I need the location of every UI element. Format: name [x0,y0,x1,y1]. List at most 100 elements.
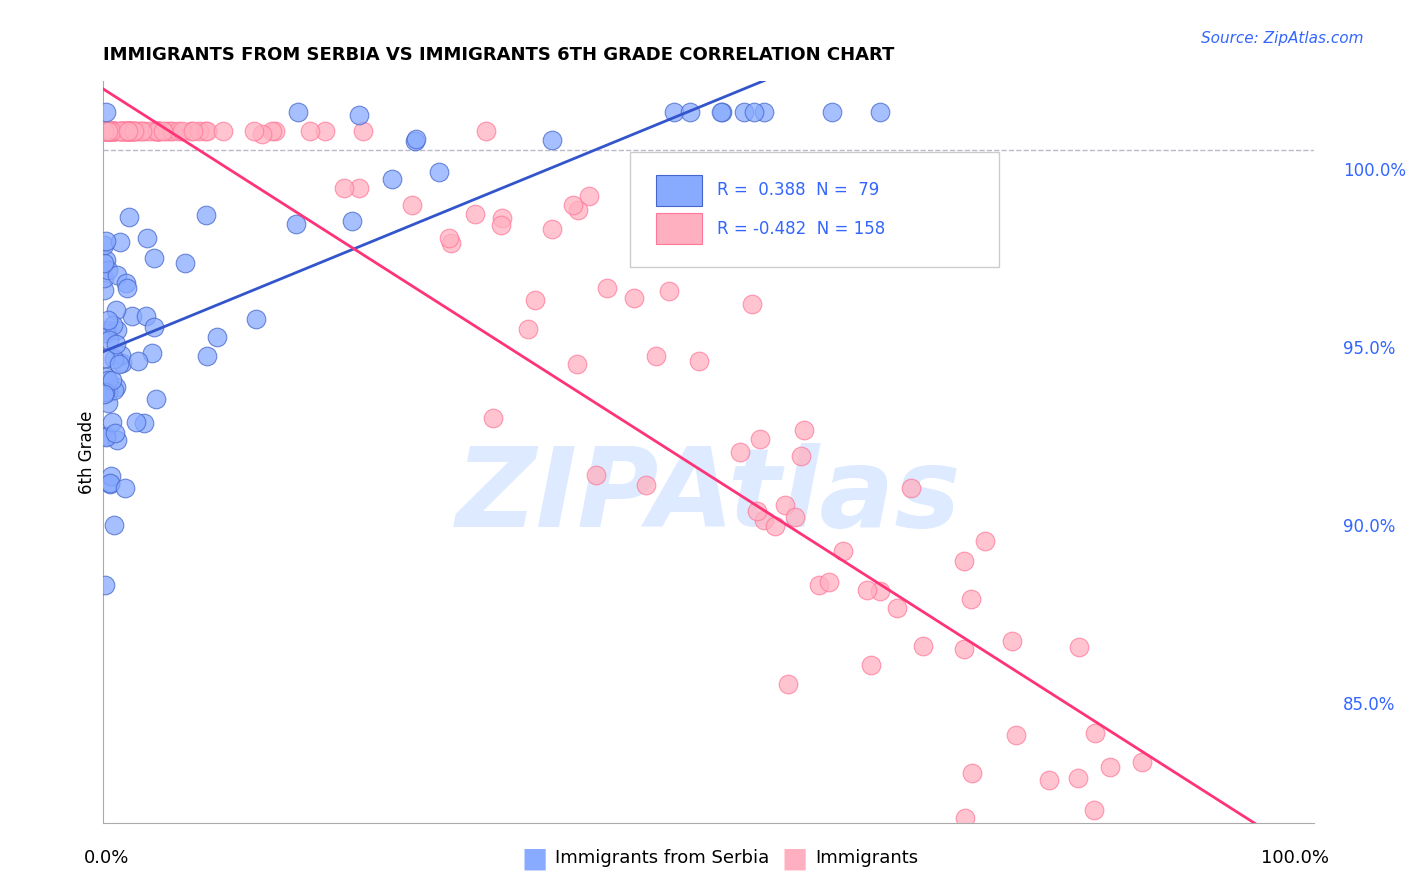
Point [117,124,139,138]
Point [742,104,765,119]
Point [146,124,169,138]
Point [1001,634,1024,648]
Text: Source: ZipAtlas.com: Source: ZipAtlas.com [1201,31,1364,46]
Point [93,124,115,138]
Point [96,430,118,444]
Point [118,124,141,138]
Point [135,309,157,323]
Point [953,642,976,657]
Point [1250,836,1272,850]
Point [578,189,600,203]
Point [710,104,733,119]
Point [118,210,141,224]
Point [93,255,115,269]
Point [886,601,908,615]
Point [108,124,131,138]
Point [166,124,188,138]
Point [94,326,117,340]
Point [437,231,460,245]
Point [117,124,139,138]
Point [491,211,513,225]
Text: 100.0%: 100.0% [1261,849,1329,867]
Point [103,124,125,138]
Point [94,429,117,443]
Point [960,592,983,607]
Point [347,108,370,122]
Point [987,836,1010,850]
Point [93,283,115,297]
Point [195,124,218,138]
Point [752,104,775,119]
Point [97,124,120,138]
Point [332,180,354,194]
Point [100,124,122,138]
Point [250,128,273,142]
Point [287,104,309,119]
Point [93,124,115,138]
Point [143,124,166,138]
Point [121,124,143,138]
Point [264,124,287,138]
Point [194,124,217,138]
Point [1084,726,1107,740]
Text: IMMIGRANTS FROM SERBIA VS IMMIGRANTS 6TH GRADE CORRELATION CHART: IMMIGRANTS FROM SERBIA VS IMMIGRANTS 6TH… [103,46,894,64]
Point [105,302,128,317]
Point [117,124,139,138]
Point [94,124,117,138]
Point [103,352,125,367]
Point [101,318,124,333]
Point [170,124,193,138]
Point [974,533,997,548]
Point [869,104,891,119]
Point [110,124,132,138]
Point [180,124,202,138]
Point [817,574,839,589]
Point [565,357,588,371]
Point [131,124,153,138]
Point [541,133,564,147]
Point [97,333,120,347]
Y-axis label: 6th Grade: 6th Grade [79,410,96,494]
Point [105,336,128,351]
FancyBboxPatch shape [630,152,998,267]
Point [730,445,752,459]
Point [124,124,146,138]
Point [1161,836,1184,850]
Point [440,236,463,251]
Point [859,658,882,673]
Point [97,384,120,399]
Point [96,124,118,138]
Point [1150,830,1173,844]
Point [141,346,163,360]
Point [595,281,617,295]
Point [152,124,174,138]
Point [790,449,813,463]
Point [98,476,121,491]
Point [112,124,135,138]
Point [636,478,658,492]
Point [314,124,336,138]
Point [98,477,121,491]
Point [808,578,831,592]
Point [134,124,156,138]
Point [94,252,117,267]
Point [97,124,120,138]
Point [405,132,427,146]
Point [100,124,122,138]
Text: 100.0%: 100.0% [1343,162,1406,180]
Point [832,544,855,558]
Point [108,235,131,249]
Bar [657,213,703,244]
Point [105,268,128,283]
Point [645,349,668,363]
Point [145,124,167,138]
Point [869,584,891,599]
Text: 85.0%: 85.0% [1343,696,1395,714]
Point [127,354,149,368]
Point [754,513,776,527]
Point [195,349,218,363]
Point [187,124,209,138]
Point [98,124,121,138]
Point [1098,760,1121,774]
Point [174,256,197,270]
